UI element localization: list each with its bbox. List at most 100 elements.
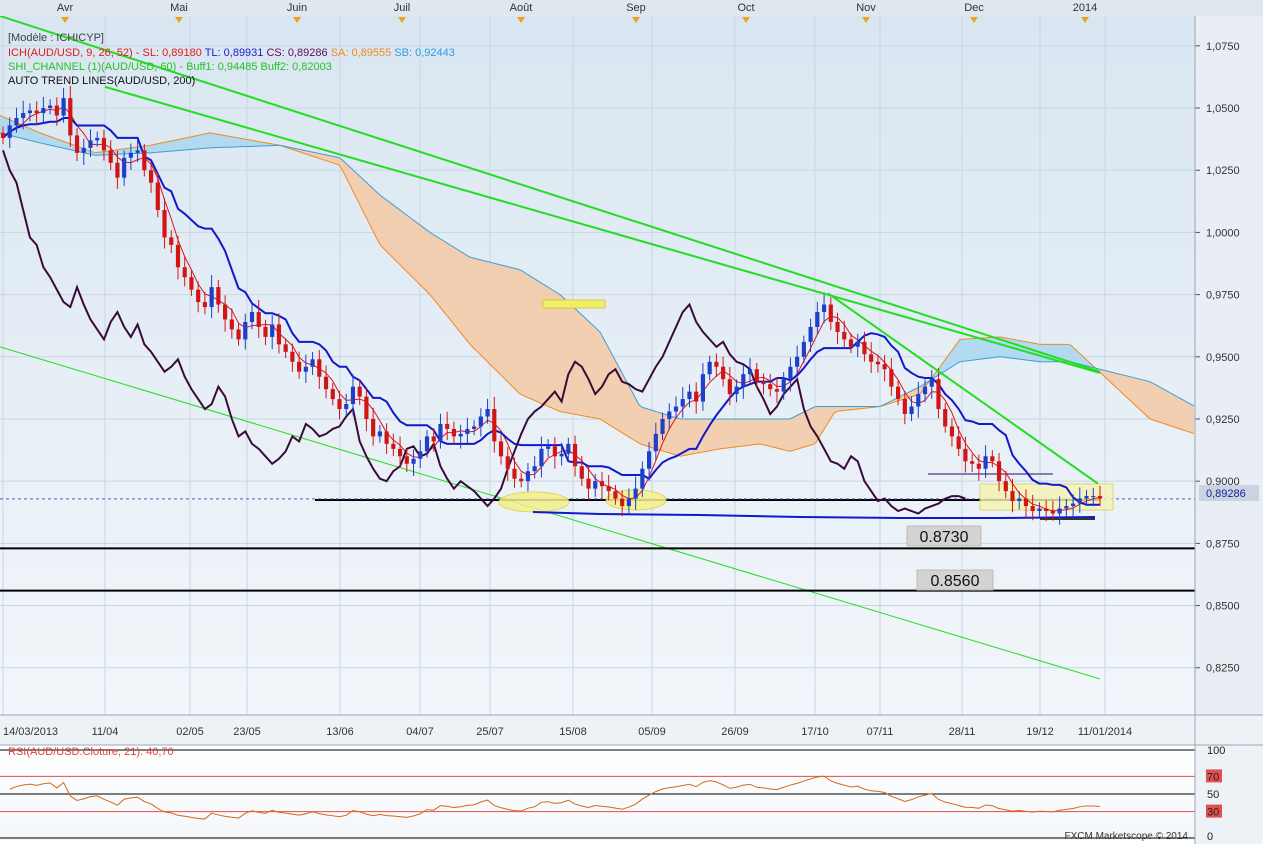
candle-body-17 xyxy=(115,162,120,178)
candle-115 xyxy=(774,376,780,403)
month-marker-7 xyxy=(862,17,870,23)
candle-108 xyxy=(727,366,732,406)
candle-102 xyxy=(687,384,692,408)
candle-body-96 xyxy=(646,451,652,469)
candle-163 xyxy=(1097,485,1103,506)
candle-body-112 xyxy=(754,369,759,382)
candle-16 xyxy=(108,140,113,170)
candle-body-68 xyxy=(458,433,463,437)
candle-body-75 xyxy=(505,456,510,469)
candle-141 xyxy=(949,418,955,447)
candle-25 xyxy=(169,230,174,254)
candle-140 xyxy=(943,402,948,433)
candle-body-150 xyxy=(1010,491,1015,502)
candle-body-114 xyxy=(768,384,773,390)
candle-142 xyxy=(956,426,961,457)
candle-body-29 xyxy=(196,289,201,303)
candle-body-28 xyxy=(189,277,194,290)
candle-body-109 xyxy=(734,386,739,395)
candle-body-38 xyxy=(256,312,261,327)
ich-legend: ICH(AUD/USD, 9, 26, 52) - SL: 0,89180 TL… xyxy=(8,47,455,59)
candle-body-141 xyxy=(949,426,955,437)
candle-114 xyxy=(768,373,773,397)
price-axis[interactable]: 1,0750 1,0500 1,0250 1,0000 0,9750 0,9500 0,92… xyxy=(1195,41,1240,675)
candle-body-132 xyxy=(889,369,894,387)
date-axis[interactable]: 14/03/2013 11/04 02/05 23/05 13/06 04/07 25/07… xyxy=(3,726,1132,738)
month-label-0: Avr xyxy=(57,2,74,14)
candle-body-98 xyxy=(660,418,665,434)
candle-133 xyxy=(896,380,901,406)
candle-56 xyxy=(377,425,382,443)
candle-body-1 xyxy=(7,125,12,138)
rsi-axis-label-0: 0 xyxy=(1207,831,1213,843)
auto-trend-lines xyxy=(104,85,1101,485)
candle-body-9 xyxy=(61,98,66,116)
candle-body-80 xyxy=(539,448,544,467)
senkou-span-b xyxy=(0,132,1195,420)
rsi-axis-label-70: 70 xyxy=(1207,771,1219,783)
candle-78 xyxy=(525,463,531,492)
candle-8 xyxy=(54,97,59,126)
top-date-strip xyxy=(0,0,1263,16)
candle-89 xyxy=(599,471,605,499)
date-label-6: 25/07 xyxy=(476,726,504,738)
ich-legend-sb: SB: 0,92443 xyxy=(394,47,455,59)
candle-47 xyxy=(317,350,322,389)
candle-body-93 xyxy=(626,498,631,507)
level-annotation-8560: 0.8560 xyxy=(916,569,994,591)
rsi-axis-badge-30 xyxy=(1206,804,1222,818)
candle-10 xyxy=(68,85,73,147)
candle-91 xyxy=(613,484,618,505)
candle-body-118 xyxy=(795,356,800,367)
candle-body-129 xyxy=(869,354,874,362)
candle-124 xyxy=(835,312,840,345)
candle-119 xyxy=(801,335,806,364)
candle-body-145 xyxy=(976,463,981,469)
ich-legend-cs: CS: 0,89286 xyxy=(266,47,327,59)
candle-160 xyxy=(1077,487,1082,513)
date-label-4: 13/06 xyxy=(326,726,354,738)
candle-body-142 xyxy=(956,436,961,449)
candle-13 xyxy=(88,129,93,158)
rsi-line xyxy=(9,775,1101,820)
candle-15 xyxy=(101,129,107,161)
candle-body-120 xyxy=(808,326,813,342)
ich-legend-sl: SL: 0,89180 xyxy=(143,47,202,59)
candle-body-147 xyxy=(990,456,995,462)
candle-body-105 xyxy=(707,361,712,375)
candle-58 xyxy=(391,433,396,457)
candle-body-104 xyxy=(700,374,706,402)
month-marker-2 xyxy=(293,17,301,23)
price-label-10: 0,8250 xyxy=(1206,663,1240,675)
candle-129 xyxy=(869,342,874,373)
kumo-segment-2 xyxy=(930,336,1098,381)
candle-body-113 xyxy=(761,381,766,385)
candle-12 xyxy=(81,138,86,166)
candle-32 xyxy=(216,279,221,313)
candle-body-125 xyxy=(842,331,847,340)
candle-body-51 xyxy=(344,404,349,410)
candle-body-85 xyxy=(572,443,578,467)
candle-body-91 xyxy=(613,491,618,499)
candle-body-82 xyxy=(552,446,557,457)
candle-body-8 xyxy=(54,105,59,116)
candle-body-76 xyxy=(512,468,517,479)
candle-body-15 xyxy=(101,137,107,151)
candle-body-124 xyxy=(835,321,840,332)
candle-18 xyxy=(122,150,127,186)
candle-24 xyxy=(162,197,167,249)
month-marker-9 xyxy=(1081,17,1089,23)
month-marker-6 xyxy=(742,17,750,23)
candle-45 xyxy=(303,354,308,383)
candle-body-130 xyxy=(875,361,880,365)
candle-body-71 xyxy=(478,416,483,427)
candle-98 xyxy=(660,412,665,441)
candle-35 xyxy=(236,323,241,346)
candle-9 xyxy=(61,87,66,123)
candle-103 xyxy=(694,382,699,414)
date-label-14: 11/01/2014 xyxy=(1078,726,1132,738)
candle-130 xyxy=(875,354,880,373)
candle-body-19 xyxy=(128,152,133,158)
